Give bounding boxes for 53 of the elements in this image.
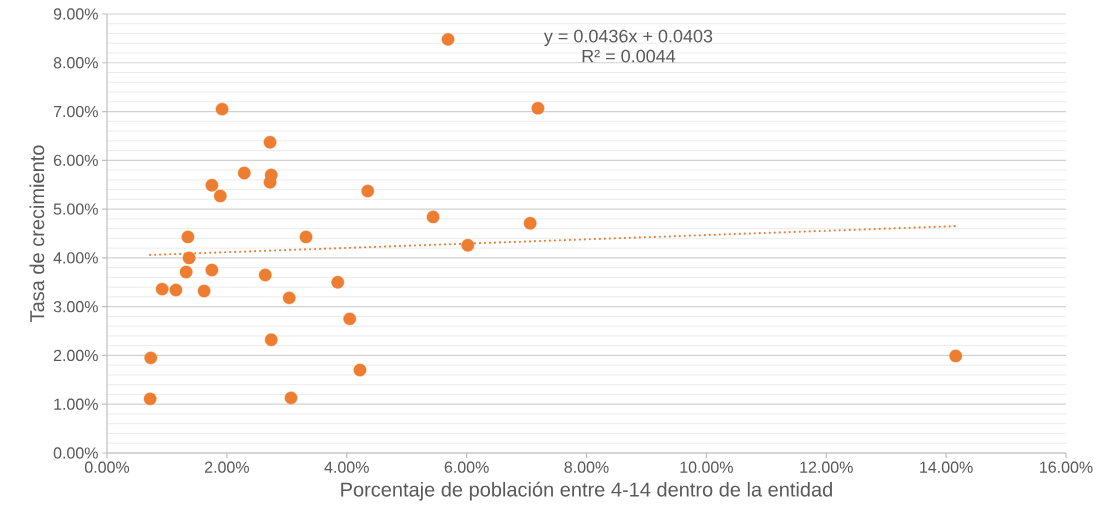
point (169, 283, 183, 297)
point (523, 216, 537, 230)
point (441, 32, 455, 46)
y-tick-label: 2.00% (53, 349, 98, 362)
y-tick-label: 1.00% (54, 398, 98, 410)
annotation: R² = 0.0044 (582, 49, 676, 63)
point (949, 349, 963, 363)
point (353, 363, 367, 377)
point (155, 282, 169, 296)
x-tick-label: 6.00% (444, 461, 489, 473)
y-tick-label: 0.00% (53, 447, 98, 459)
annotation: y = 0.0436x + 0.0403 (543, 29, 713, 47)
x-tick-label: 16.00% (1040, 461, 1093, 473)
y-tick-label: 6.00% (53, 154, 98, 166)
point (181, 230, 195, 244)
point (258, 268, 272, 282)
y-tick-label: 3.00% (53, 300, 98, 313)
x-tick-label: 4.00% (324, 461, 369, 473)
point (215, 102, 229, 116)
point (237, 166, 251, 180)
x-tick-label: 2.00% (205, 461, 249, 473)
point (263, 135, 277, 149)
point (331, 275, 345, 289)
point (426, 210, 440, 224)
point (179, 265, 193, 279)
point (343, 312, 357, 326)
point (182, 251, 196, 265)
point (144, 351, 158, 365)
point (284, 391, 298, 405)
y-tick-label: 4.00% (53, 252, 98, 264)
x-axis-title: Porcentaje de población entre 4-14 dentro de la entidad (341, 481, 832, 501)
point (531, 101, 545, 115)
y-tick-label: 9.00% (53, 8, 98, 20)
point (213, 189, 227, 203)
point (205, 263, 219, 277)
y-tick-label: 7.00% (53, 105, 98, 118)
y-axis-title: Tasa de crecimiento (29, 145, 45, 322)
x-tick-label: 8.00% (564, 461, 609, 473)
x-tick-label: 14.00% (920, 461, 973, 473)
y-tick-label: 8.00% (53, 57, 98, 69)
point (299, 230, 313, 244)
y-tick-label: 5.00% (53, 203, 98, 215)
point (197, 284, 211, 298)
point (461, 238, 475, 252)
point (282, 291, 296, 305)
x-tick-label: 0.00% (84, 461, 130, 473)
point (264, 333, 278, 347)
x-tick-label: 10.00% (680, 461, 733, 473)
point (205, 178, 219, 192)
point (361, 184, 375, 198)
point (264, 168, 278, 182)
x-tick-label: 12.00% (800, 461, 853, 473)
point (143, 392, 157, 406)
